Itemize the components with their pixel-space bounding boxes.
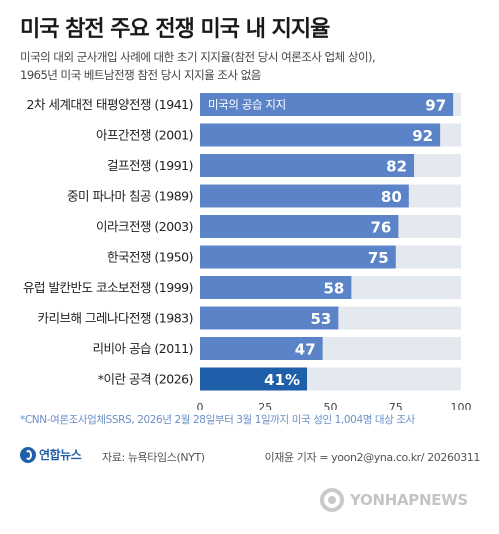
x-tick-label: 50 [324, 401, 338, 410]
category-label: *이란 공격 (2026) [98, 372, 193, 387]
category-label: 이라크전쟁 (2003) [96, 219, 193, 234]
chart-subtitle: 미국의 대외 군사개입 사례에 대한 초기 지지율(참전 당시 여론조사 업체 … [20, 48, 376, 84]
value-label: 80 [381, 188, 402, 206]
bar [200, 337, 323, 360]
category-label: 중미 파나마 침공 (1989) [67, 189, 193, 204]
category-label: 걸프전쟁 (1991) [107, 158, 193, 173]
value-label: 82 [386, 158, 407, 176]
category-label: 아프간전쟁 (2001) [96, 128, 193, 143]
bar [200, 306, 339, 330]
watermark: YONHAPNEWS [320, 488, 468, 512]
bar [200, 367, 308, 391]
value-label: 92 [412, 127, 433, 145]
bar [200, 184, 409, 208]
bar [200, 276, 352, 299]
value-label: 58 [324, 280, 345, 298]
watermark-text: YONHAPNEWS [350, 491, 468, 509]
series-label: 미국의 공습 지지 [208, 98, 286, 112]
bar [200, 245, 396, 269]
data-source: 자료: 뉴욕타임스(NYT) [102, 451, 205, 464]
survey-footnote: *CNN-여론조사업체SSRS, 2026년 2월 28일부터 3월 1일까지 … [20, 414, 415, 426]
category-label: 리비아 공습 (2011) [92, 341, 193, 356]
x-tick-label: 100 [451, 401, 472, 410]
bar [200, 154, 415, 177]
value-label: 75 [368, 249, 389, 267]
subtitle-line-1: 미국의 대외 군사개입 사례에 대한 초기 지지율(참전 당시 여론조사 업체 … [20, 50, 376, 64]
x-tick-label: 25 [258, 401, 272, 410]
category-label: 한국전쟁 (1950) [107, 250, 193, 265]
value-label: 76 [370, 219, 391, 237]
watermark-icon [320, 488, 344, 512]
yonhap-logo: 연합뉴스 [20, 446, 82, 463]
category-label: 카리브해 그레나다전쟁 (1983) [37, 311, 193, 326]
value-label: 41% [264, 371, 300, 389]
yonhap-logo-text: 연합뉴스 [39, 448, 82, 462]
yonhap-logo-icon [20, 446, 36, 463]
subtitle-line-2: 1965년 미국 베트남전쟁 참전 당시 지지율 조사 없음 [20, 68, 261, 82]
value-label: 97 [425, 97, 446, 115]
x-tick-label: 0 [197, 401, 204, 410]
value-label: 47 [295, 341, 316, 359]
value-label: 53 [310, 310, 331, 328]
category-label: 2차 세계대전 태평양전쟁 (1941) [27, 97, 193, 112]
reporter-credit: 이재윤 기자 = yoon2@yna.co.kr/ 20260311 [264, 451, 480, 464]
chart-title: 미국 참전 주요 전쟁 미국 내 지지율 [20, 17, 330, 42]
bar [200, 93, 454, 116]
bar [200, 123, 441, 147]
bar [200, 215, 399, 238]
x-tick-label: 75 [389, 401, 403, 410]
category-label: 유럽 발칸반도 코소보전쟁 (1999) [23, 280, 193, 295]
